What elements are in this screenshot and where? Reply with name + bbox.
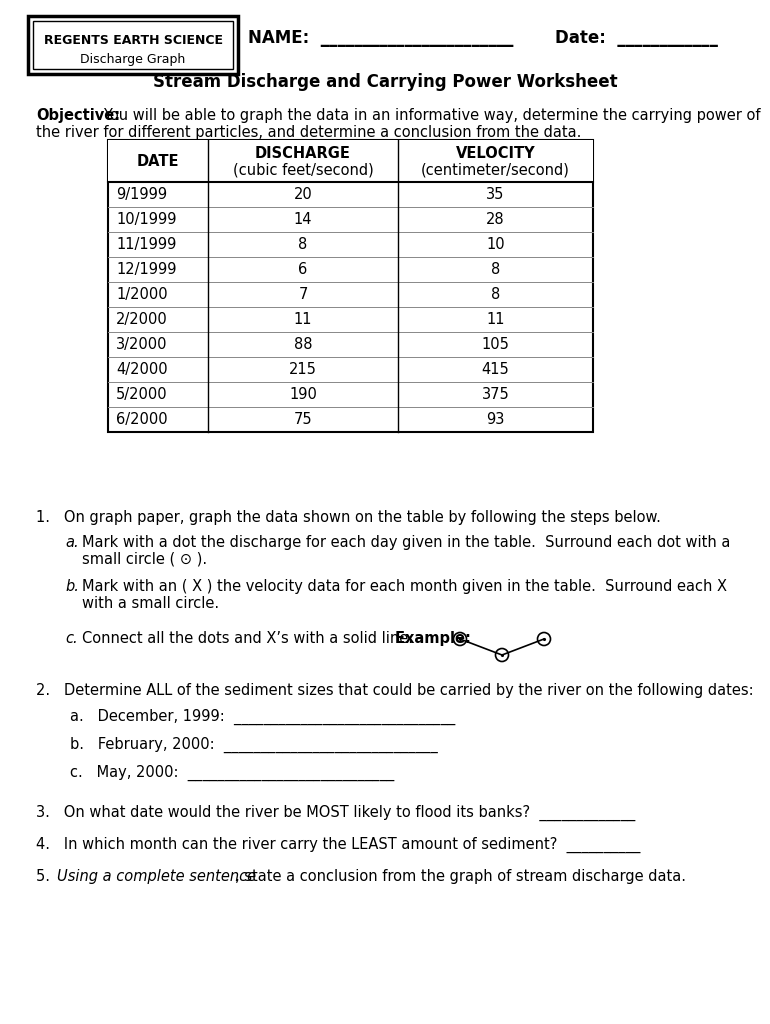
Text: 415: 415 (481, 362, 510, 377)
Text: DATE: DATE (137, 154, 179, 169)
Text: 1/2000: 1/2000 (116, 287, 168, 302)
Text: 10: 10 (486, 237, 505, 252)
Text: DISCHARGE: DISCHARGE (255, 145, 351, 161)
Bar (108, 140, 593, 182)
Text: 35: 35 (487, 187, 504, 202)
Text: b.   February, 2000:  _____________________________: b. February, 2000: _____________________… (70, 737, 438, 754)
Text: 190: 190 (289, 387, 317, 402)
Text: 9/1999: 9/1999 (116, 187, 167, 202)
Text: REGENTS EARTH SCIENCE: REGENTS EARTH SCIENCE (43, 34, 223, 46)
Text: Mark with an ( X ) the velocity data for each month given in the table.  Surroun: Mark with an ( X ) the velocity data for… (82, 579, 727, 594)
Text: 3.   On what date would the river be MOST likely to flood its banks?  __________: 3. On what date would the river be MOST … (36, 805, 635, 821)
Text: a.: a. (65, 535, 79, 550)
Text: 375: 375 (481, 387, 510, 402)
Text: 28: 28 (486, 212, 505, 227)
Text: 88: 88 (293, 337, 313, 352)
Text: c.: c. (65, 631, 78, 646)
Text: Mark with a dot the discharge for each day given in the table.  Surround each do: Mark with a dot the discharge for each d… (82, 535, 731, 550)
Text: 5/2000: 5/2000 (116, 387, 168, 402)
Text: 1.   On graph paper, graph the data shown on the table by following the steps be: 1. On graph paper, graph the data shown … (36, 510, 661, 525)
Text: Date:  ____________: Date: ____________ (555, 29, 718, 47)
Text: the river for different particles, and determine a conclusion from the data.: the river for different particles, and d… (36, 125, 581, 140)
Text: Example:: Example: (395, 631, 481, 646)
Text: 8: 8 (299, 237, 308, 252)
Bar (33, 22, 233, 69)
Text: VELOCITY: VELOCITY (456, 145, 535, 161)
Text: 10/1999: 10/1999 (116, 212, 176, 227)
Text: Stream Discharge and Carrying Power Worksheet: Stream Discharge and Carrying Power Work… (152, 73, 618, 91)
Text: a.   December, 1999:  ______________________________: a. December, 1999: _____________________… (70, 709, 455, 725)
Text: Using a complete sentence: Using a complete sentence (57, 869, 256, 884)
Bar (28, 16, 238, 74)
Text: 215: 215 (289, 362, 317, 377)
Text: , state a conclusion from the graph of stream discharge data.: , state a conclusion from the graph of s… (235, 869, 686, 884)
Text: You will be able to graph the data in an informative way, determine the carrying: You will be able to graph the data in an… (103, 108, 761, 123)
Text: with a small circle.: with a small circle. (82, 596, 219, 611)
Text: Objective:: Objective: (36, 108, 120, 123)
Text: 4.   In which month can the river carry the LEAST amount of sediment?  _________: 4. In which month can the river carry th… (36, 837, 641, 853)
Text: 3/2000: 3/2000 (116, 337, 168, 352)
Text: b.: b. (65, 579, 79, 594)
Text: 6/2000: 6/2000 (116, 412, 168, 427)
Text: Discharge Graph: Discharge Graph (80, 53, 186, 67)
Text: 75: 75 (293, 412, 313, 427)
Text: small circle ( ⊙ ).: small circle ( ⊙ ). (82, 552, 207, 567)
Text: 2/2000: 2/2000 (116, 312, 168, 327)
Text: 2.   Determine ALL of the sediment sizes that could be carried by the river on t: 2. Determine ALL of the sediment sizes t… (36, 683, 754, 698)
Bar (108, 140, 593, 432)
Text: 14: 14 (293, 212, 313, 227)
Text: 20: 20 (293, 187, 313, 202)
Text: 12/1999: 12/1999 (116, 262, 176, 278)
Text: 5.: 5. (36, 869, 64, 884)
Text: c.   May, 2000:  ____________________________: c. May, 2000: __________________________… (70, 765, 394, 781)
Text: NAME:  _______________________: NAME: _______________________ (248, 29, 514, 47)
Text: 6: 6 (299, 262, 308, 278)
Text: 105: 105 (481, 337, 510, 352)
Text: 11/1999: 11/1999 (116, 237, 176, 252)
Text: Connect all the dots and X’s with a solid line.: Connect all the dots and X’s with a soli… (82, 631, 422, 646)
Text: 93: 93 (487, 412, 504, 427)
Text: 8: 8 (491, 287, 500, 302)
Text: (centimeter/second): (centimeter/second) (421, 163, 570, 177)
Text: 7: 7 (298, 287, 308, 302)
Text: 8: 8 (491, 262, 500, 278)
Text: 4/2000: 4/2000 (116, 362, 168, 377)
Text: 11: 11 (293, 312, 313, 327)
Text: (cubic feet/second): (cubic feet/second) (233, 163, 373, 177)
Text: 11: 11 (486, 312, 505, 327)
